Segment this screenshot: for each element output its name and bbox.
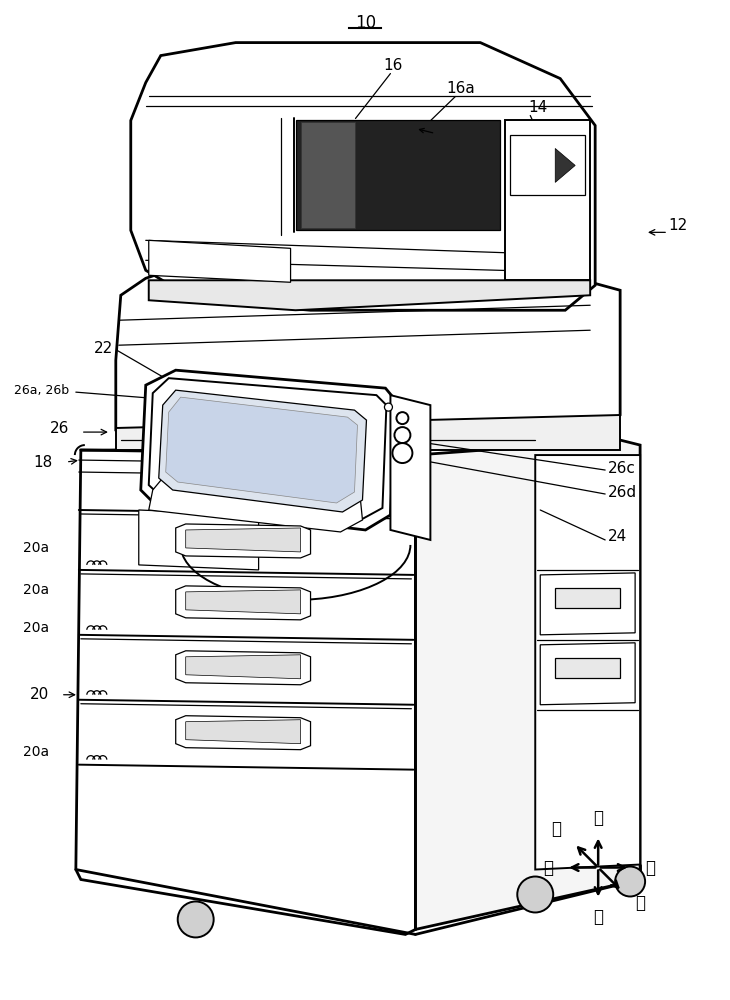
Text: 左: 左 <box>543 859 553 877</box>
Polygon shape <box>505 120 590 280</box>
Polygon shape <box>166 397 358 503</box>
Text: 26: 26 <box>50 421 69 436</box>
Text: 20a: 20a <box>23 541 49 555</box>
Text: 14: 14 <box>529 100 548 115</box>
Circle shape <box>396 412 408 424</box>
Circle shape <box>394 427 410 443</box>
Polygon shape <box>391 395 431 540</box>
Polygon shape <box>535 455 640 870</box>
Text: 10: 10 <box>355 14 376 32</box>
Polygon shape <box>149 378 386 520</box>
Text: 下: 下 <box>593 809 603 827</box>
Polygon shape <box>296 120 500 230</box>
Text: 16: 16 <box>384 58 403 73</box>
Polygon shape <box>158 390 366 512</box>
Polygon shape <box>556 588 620 608</box>
Polygon shape <box>185 720 301 744</box>
Text: 26a, 26b: 26a, 26b <box>14 384 69 397</box>
Text: 20a: 20a <box>23 745 49 759</box>
Polygon shape <box>176 716 310 750</box>
Polygon shape <box>415 440 640 929</box>
Text: 24: 24 <box>608 529 627 544</box>
Text: 26c: 26c <box>608 461 636 476</box>
Text: 18: 18 <box>34 455 53 470</box>
Polygon shape <box>185 655 301 679</box>
Circle shape <box>393 443 412 463</box>
Text: 20a: 20a <box>23 621 49 635</box>
Polygon shape <box>176 524 310 558</box>
Circle shape <box>518 877 553 912</box>
Polygon shape <box>116 265 620 445</box>
Text: 右: 右 <box>645 859 655 877</box>
Polygon shape <box>510 135 585 195</box>
Polygon shape <box>141 370 396 530</box>
Text: 16a: 16a <box>446 81 474 96</box>
Circle shape <box>385 403 393 411</box>
Polygon shape <box>149 240 291 282</box>
Polygon shape <box>185 590 301 614</box>
Polygon shape <box>556 658 620 678</box>
Polygon shape <box>131 43 595 310</box>
Polygon shape <box>149 478 363 532</box>
Polygon shape <box>176 586 310 620</box>
Text: 12: 12 <box>668 218 688 233</box>
Polygon shape <box>540 573 635 635</box>
Polygon shape <box>176 651 310 685</box>
Polygon shape <box>185 528 301 552</box>
Polygon shape <box>158 415 249 432</box>
Text: 22: 22 <box>93 341 113 356</box>
Polygon shape <box>540 643 635 705</box>
Polygon shape <box>149 280 590 310</box>
Polygon shape <box>116 415 620 450</box>
Polygon shape <box>76 445 415 934</box>
Text: 20: 20 <box>30 687 49 702</box>
Polygon shape <box>556 148 575 182</box>
Text: 前: 前 <box>551 820 561 838</box>
Text: 上: 上 <box>593 908 603 926</box>
Circle shape <box>615 867 645 896</box>
Text: 20a: 20a <box>23 583 49 597</box>
Polygon shape <box>301 122 356 228</box>
Text: 26d: 26d <box>608 485 637 500</box>
Circle shape <box>177 901 214 937</box>
Polygon shape <box>139 510 258 570</box>
Text: 后: 后 <box>635 894 645 912</box>
